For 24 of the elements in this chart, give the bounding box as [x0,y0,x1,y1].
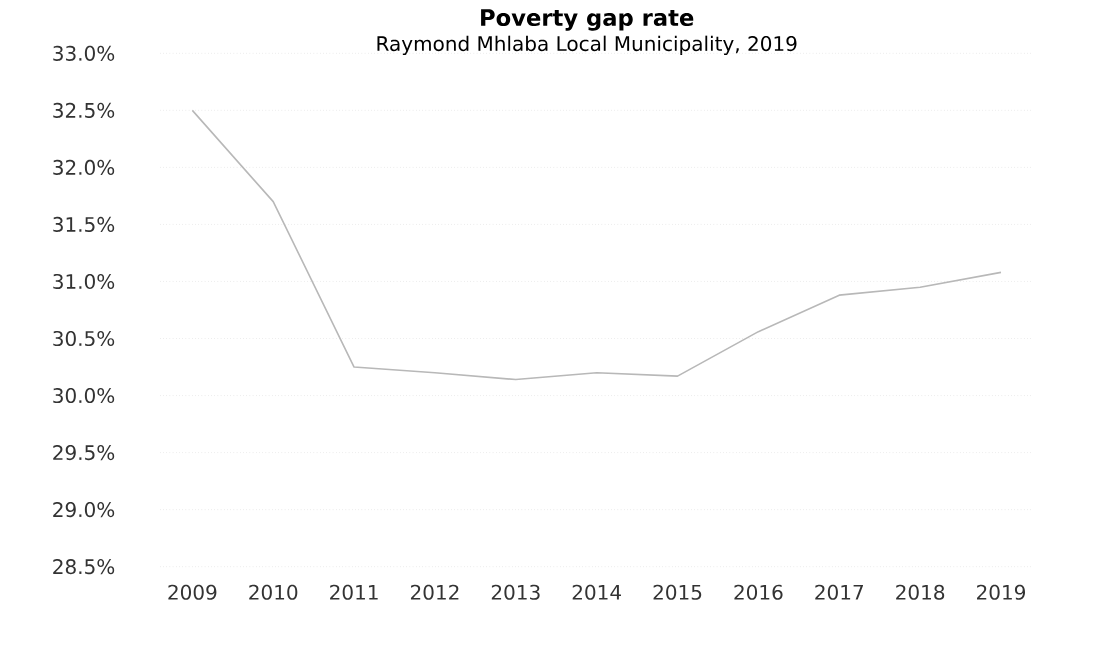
y-tick-label: 32.0% [53,159,115,175]
x-tick-label: 2010 [249,584,298,600]
y-tick-label: 30.0% [53,387,115,404]
y-tick-label: 32.5% [53,102,115,118]
y-tick-label: 29.5% [53,445,115,461]
y-tick-label: 31.0% [53,273,115,290]
x-tick-label: 2009 [168,584,217,600]
x-tick-label: 2013 [491,584,540,600]
x-tick-label: 2011 [330,584,378,600]
y-tick-label: 33.0% [53,45,115,61]
x-tick-label: 2019 [977,584,1026,600]
chart-subtitle: Raymond Mhlaba Local Municipality, 2019 [377,35,797,55]
x-tick-label: 2012 [410,584,459,600]
x-tick-label: 2014 [572,584,621,600]
x-tick-label: 2016 [734,584,783,600]
x-tick-label: 2017 [815,584,863,600]
y-tick-label: 29.0% [53,502,115,518]
y-tick-label: 30.5% [53,330,115,347]
line-series [191,109,1002,381]
chart-title: Poverty gap rate [481,9,694,31]
x-tick-label: 2015 [653,584,702,600]
y-tick-label: 31.5% [53,216,115,233]
x-tick-label: 2018 [896,584,945,600]
y-tick-label: 28.5% [53,559,115,575]
